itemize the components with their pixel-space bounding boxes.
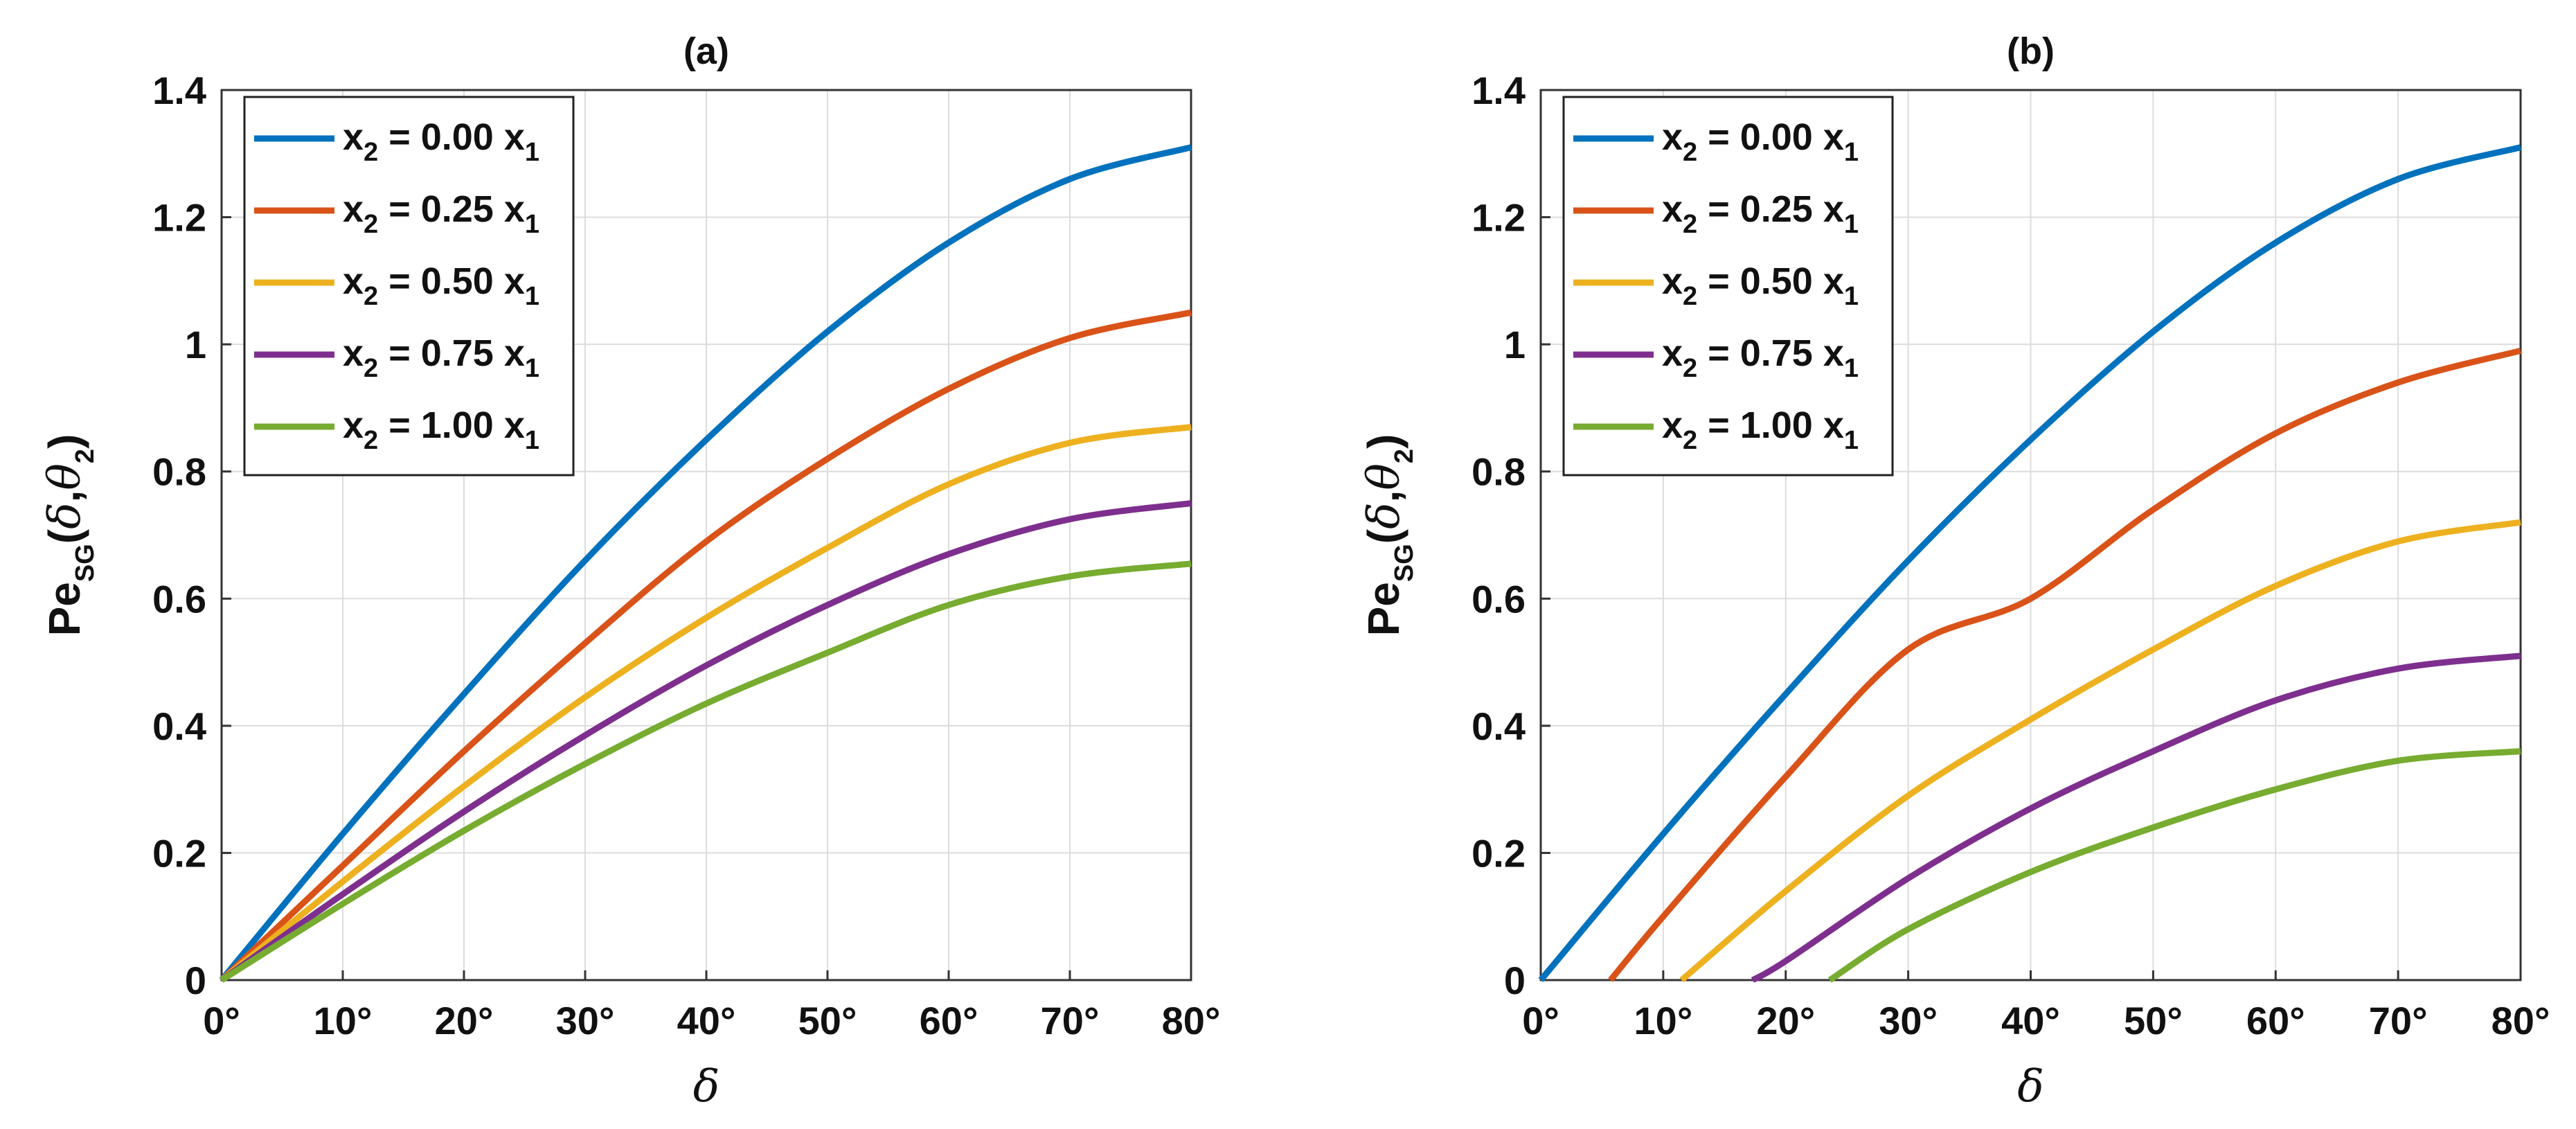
- x-tick-label: 0°: [1522, 999, 1559, 1042]
- legend-entry: x2 = 1.00 x1: [1662, 405, 1859, 455]
- x-tick-label: 40°: [677, 999, 736, 1042]
- chart-panel-a: 0° 10° 20° 30° 40° 50° 60° 70° 80° 0 0.2 0.4 0.6 0.8 1…: [39, 30, 1220, 1112]
- y-tick-label: 0.8: [1472, 450, 1526, 494]
- y-tick-label: 1.4: [1472, 69, 1526, 112]
- legend: [1562, 96, 1894, 477]
- x-tick-label: 60°: [2246, 999, 2305, 1042]
- y-tick-label: 0.2: [1472, 831, 1526, 875]
- y-axis-label: PeSG(δ,θ2): [39, 434, 100, 637]
- x-axis-label: δ: [2017, 1061, 2044, 1112]
- series-line-0_50: [1679, 519, 2521, 983]
- y-tick-label: 1.4: [152, 69, 206, 112]
- x-tick-label: 20°: [1756, 999, 1815, 1042]
- x-tick-label: 50°: [2124, 999, 2183, 1042]
- x-tick-label: 30°: [1879, 999, 1938, 1042]
- legend: [243, 96, 575, 477]
- x-tick-label: 40°: [2001, 999, 2060, 1042]
- x-tick-label: 30°: [556, 999, 615, 1042]
- y-tick-label: 0.2: [152, 831, 206, 875]
- y-tick-label: 1: [1504, 323, 1526, 366]
- legend-entry: x2 = 0.00 x1: [1662, 116, 1859, 167]
- series-line-1_00: [220, 560, 1192, 983]
- legend-entry: x2 = 1.00 x1: [343, 405, 539, 455]
- y-axis-label: PeSG(δ,θ2): [1359, 434, 1419, 637]
- x-tick-label: 80°: [2492, 999, 2550, 1042]
- chart-panel-b: 0° 10° 20° 30° 40° 50° 60° 70° 80° 0 0.2 0.4 0.6 0.8 1…: [1359, 30, 2550, 1112]
- y-tick-label: 0.4: [1472, 704, 1526, 748]
- y-tick-label: 0: [1504, 959, 1526, 1002]
- chart-title: (b): [2007, 30, 2055, 72]
- series-line-0_50: [220, 424, 1192, 983]
- x-tick-label: 50°: [798, 999, 857, 1042]
- legend-entry: x2 = 0.50 x1: [343, 260, 539, 311]
- y-tick-label: 0.6: [152, 577, 206, 621]
- legend-entry: x2 = 0.25 x1: [343, 188, 539, 239]
- chart-title: (a): [683, 30, 729, 72]
- legend-entry: x2 = 0.00 x1: [343, 116, 539, 167]
- y-tick-label: 0.4: [152, 704, 206, 748]
- y-tick-label: 0: [185, 959, 206, 1002]
- series-line-0_00: [219, 144, 1192, 982]
- series-line-1_00: [1827, 748, 2521, 983]
- series-line-0_00: [1538, 144, 2522, 982]
- x-axis-label: δ: [693, 1061, 720, 1112]
- x-tick-label: 20°: [435, 999, 494, 1042]
- series-line-0_75: [1751, 652, 2521, 983]
- x-tick-label: 60°: [920, 999, 978, 1042]
- series-line-0_25: [1608, 347, 2522, 982]
- y-tick-label: 0.6: [1472, 577, 1526, 621]
- x-tick-label: 10°: [1634, 999, 1693, 1042]
- x-tick-label: 10°: [314, 999, 373, 1042]
- legend-entry: x2 = 0.25 x1: [1662, 188, 1859, 239]
- y-tick-label: 1.2: [1472, 196, 1526, 240]
- x-tick-label: 70°: [2369, 999, 2428, 1042]
- series-line-0_25: [219, 309, 1192, 983]
- x-tick-label: 80°: [1162, 999, 1221, 1042]
- y-tick-label: 1.2: [152, 196, 206, 240]
- x-tick-label: 70°: [1041, 999, 1100, 1042]
- legend-entry: x2 = 0.75 x1: [1662, 332, 1859, 383]
- series-line-0_75: [220, 500, 1192, 983]
- legend-entry: x2 = 0.75 x1: [343, 332, 539, 383]
- legend-entry: x2 = 0.50 x1: [1662, 260, 1859, 311]
- y-tick-label: 1: [185, 323, 206, 366]
- x-tick-label: 0°: [203, 999, 240, 1042]
- y-tick-label: 0.8: [152, 450, 206, 494]
